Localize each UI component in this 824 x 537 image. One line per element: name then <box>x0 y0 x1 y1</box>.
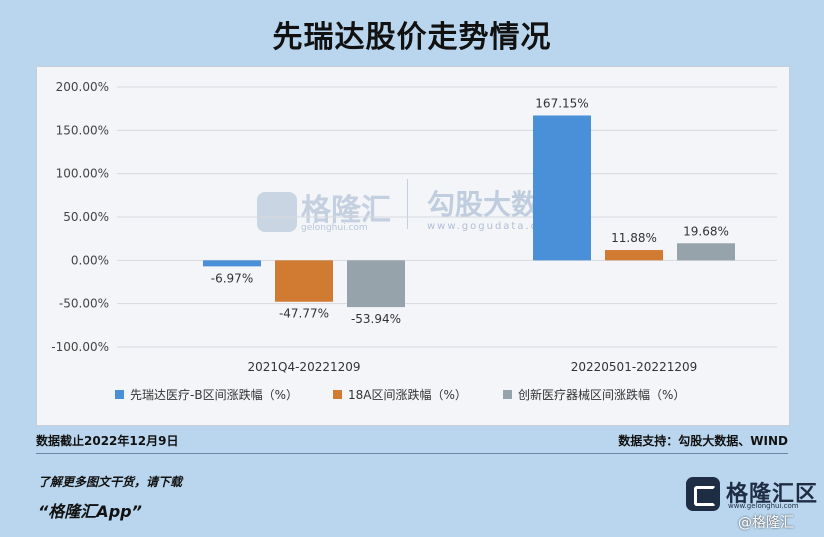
logo-url: www.gelonghui.com <box>728 502 799 510</box>
legend-label: 先瑞达医疗-B区间涨跌幅（%） <box>130 387 298 402</box>
bar <box>275 260 333 302</box>
legend-swatch <box>503 390 512 399</box>
y-tick-label: -100.00% <box>51 340 109 354</box>
chart-area: 格隆汇 gelonghui.com 勾股大数据 www.gogudata.com… <box>36 66 790 426</box>
y-tick-label: 0.00% <box>71 253 109 267</box>
watermark-divider <box>407 179 408 229</box>
watermark-left-sub: gelonghui.com <box>301 223 368 233</box>
bar-chart: -100.00% -50.00% 0.00% 50.00% 100.00% 150.00%… <box>51 80 777 402</box>
y-tick-label: 200.00% <box>56 80 109 94</box>
data-label: -47.77% <box>279 307 329 321</box>
y-tick-label: 100.00% <box>56 167 109 181</box>
app-name: “格隆汇App” <box>38 502 142 521</box>
x-tick-label: 20220501-20221209 <box>571 360 698 374</box>
x-tick-label: 2021Q4-20221209 <box>247 360 360 374</box>
footer-divider <box>36 453 788 454</box>
data-label: -53.94% <box>351 312 401 326</box>
data-label: -6.97% <box>211 271 253 285</box>
logo-text: 格隆汇区 <box>726 482 819 507</box>
data-label: 19.68% <box>683 224 729 238</box>
data-cutoff-note: 数据截止2022年12月9日 <box>36 434 179 448</box>
data-source-note: 数据支持：勾股大数据、WIND <box>618 434 788 448</box>
watermark-left-text: 格隆汇 <box>301 193 391 228</box>
bar <box>677 243 735 261</box>
data-label: 167.15% <box>535 96 588 110</box>
watermark-logo-icon <box>257 191 297 232</box>
bar <box>605 250 663 261</box>
bar <box>347 260 405 308</box>
watermark-right-sub: www.gogudata.com <box>427 221 559 232</box>
watermark-gelonghui: 格隆汇 gelonghui.com <box>257 185 437 241</box>
y-tick-label: -50.00% <box>59 297 109 311</box>
gelonghui-logo-icon <box>686 477 720 511</box>
bar <box>533 115 591 261</box>
data-label: 11.88% <box>611 231 657 245</box>
promo-text: 了解更多图文干货，请下载 <box>38 475 183 489</box>
legend-swatch <box>115 390 124 399</box>
chart-title: 先瑞达股价走势情况 <box>272 20 552 55</box>
y-tick-label: 150.00% <box>56 123 109 137</box>
legend-swatch <box>333 390 342 399</box>
logo-credit: @格隆汇 <box>738 515 794 531</box>
bar <box>203 260 261 267</box>
y-tick-label: 50.00% <box>63 210 109 224</box>
legend-label: 创新医疗器械区间涨跌幅（%） <box>518 387 685 402</box>
legend-label: 18A区间涨跌幅（%） <box>348 387 467 402</box>
